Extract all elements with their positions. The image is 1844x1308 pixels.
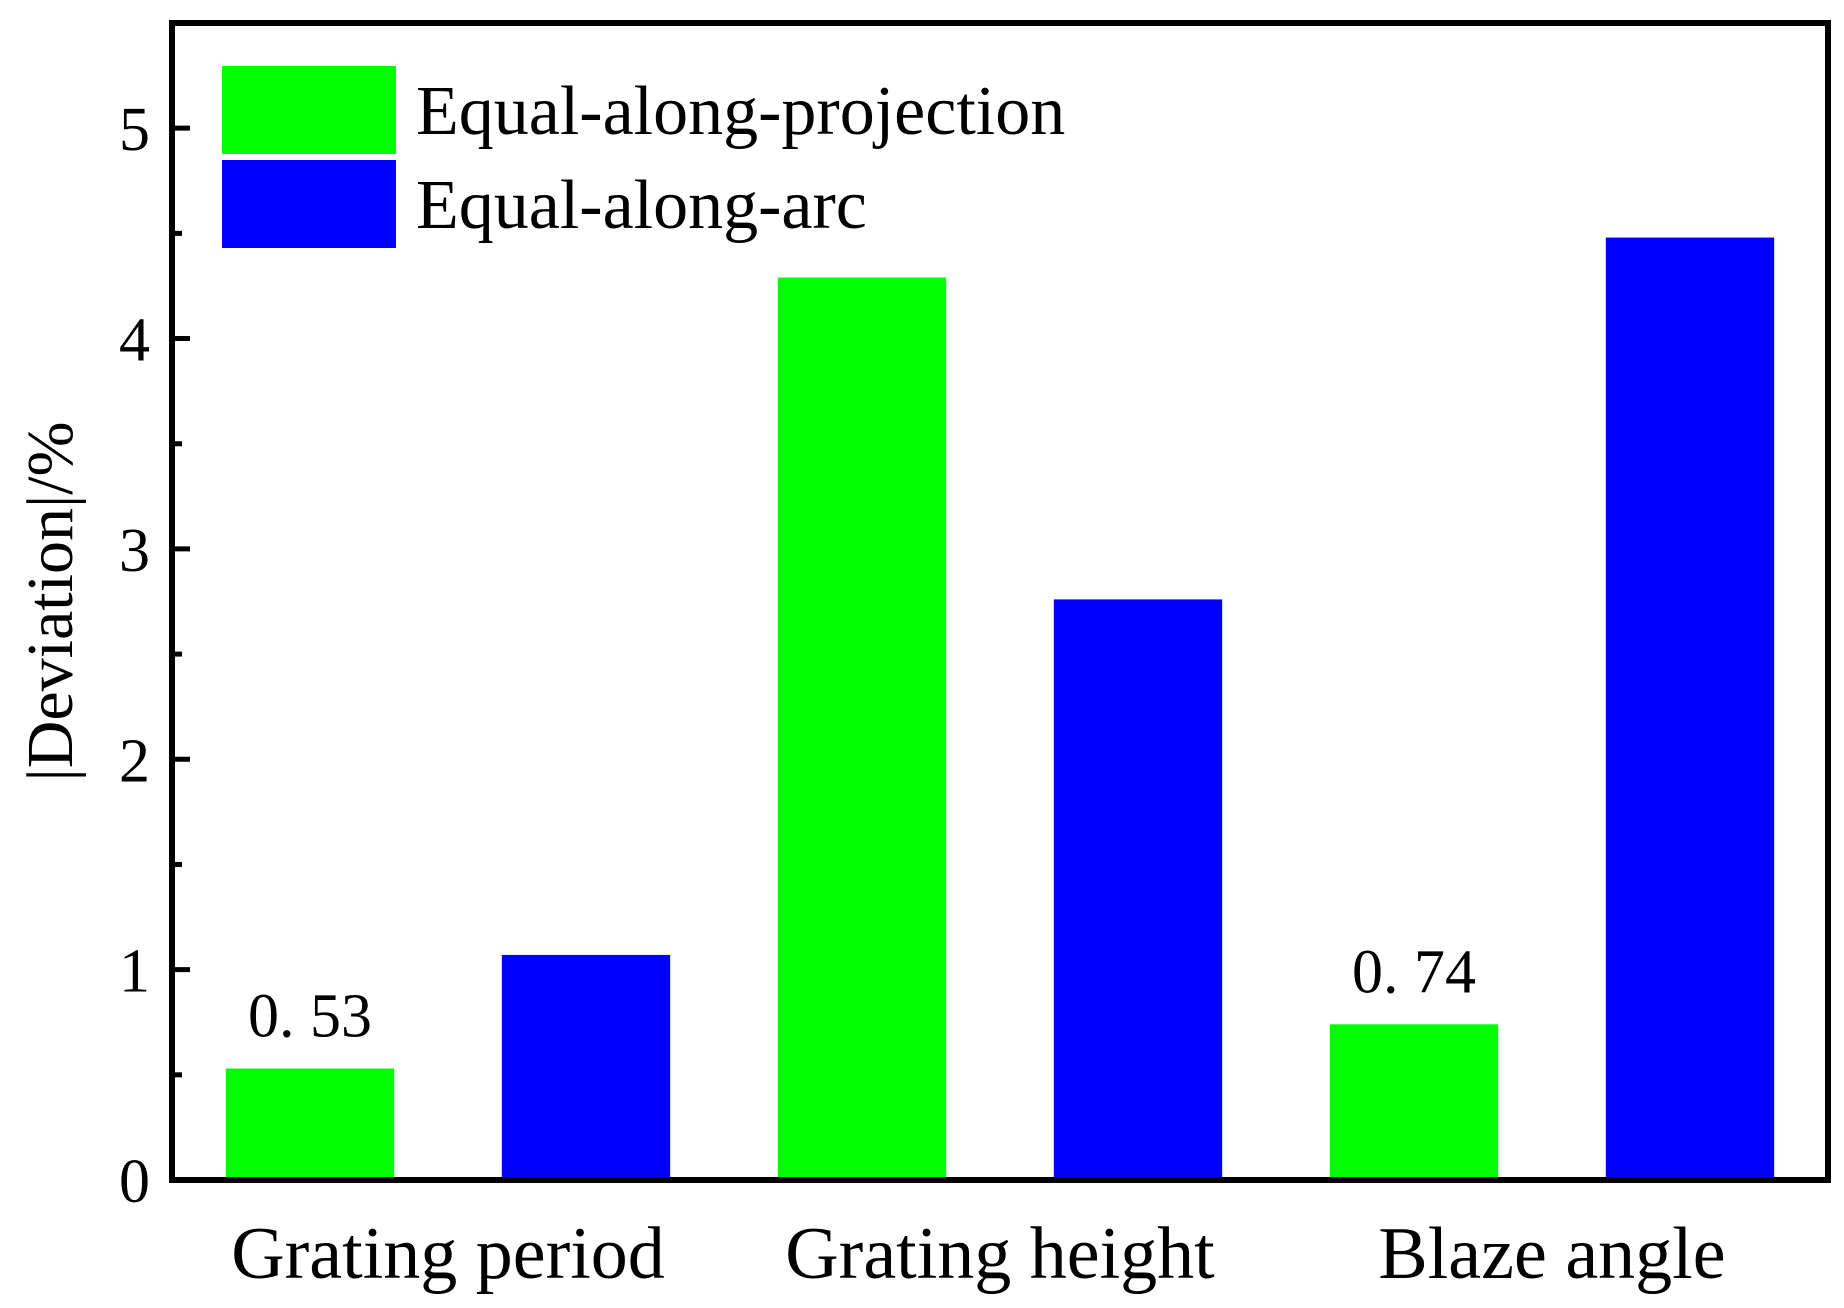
y-tick-label-3: 3 — [119, 517, 150, 585]
legend-label-equal-along-arc: Equal-along-arc — [416, 167, 867, 244]
bar-grating-height-equal-along-arc — [1053, 599, 1223, 1180]
data-label-blaze-angle: 0. 74 — [1352, 938, 1476, 1006]
bar-grating-period-equal-along-arc — [501, 954, 671, 1180]
plot-frame — [169, 20, 1831, 1183]
x-category-label-grating-height: Grating height — [785, 1213, 1215, 1295]
x-category-label-blaze-angle: Blaze angle — [1378, 1213, 1725, 1295]
y-axis-title: |Deviation|/% — [14, 421, 87, 781]
bars-layer — [225, 237, 1775, 1180]
axes-layer: 0 1 2 3 4 5 Grating period Grating height Blaze … — [14, 20, 1831, 1295]
y-tick-label-2: 2 — [119, 727, 150, 795]
y-tick-label-1: 1 — [119, 938, 150, 1006]
x-category-label-grating-period: Grating period — [231, 1213, 665, 1295]
legend-swatch-equal-along-arc — [222, 160, 396, 248]
bar-blaze-angle-equal-along-arc — [1605, 237, 1775, 1180]
bar-grating-period-equal-along-projection — [225, 1068, 395, 1180]
annotations-layer: 0. 53 0. 74 — [248, 938, 1476, 1050]
bar-grating-height-equal-along-projection — [777, 277, 947, 1180]
data-label-grating-period: 0. 53 — [248, 983, 372, 1051]
y-tick-label-5: 5 — [119, 96, 150, 164]
y-tick-label-4: 4 — [119, 307, 150, 375]
legend-label-equal-along-projection: Equal-along-projection — [416, 73, 1065, 150]
legend-swatch-equal-along-projection — [222, 66, 396, 154]
y-tick-label-0: 0 — [119, 1148, 150, 1216]
bar-blaze-angle-equal-along-projection — [1329, 1024, 1499, 1180]
legend: Equal-along-projection Equal-along-arc — [222, 66, 1065, 248]
